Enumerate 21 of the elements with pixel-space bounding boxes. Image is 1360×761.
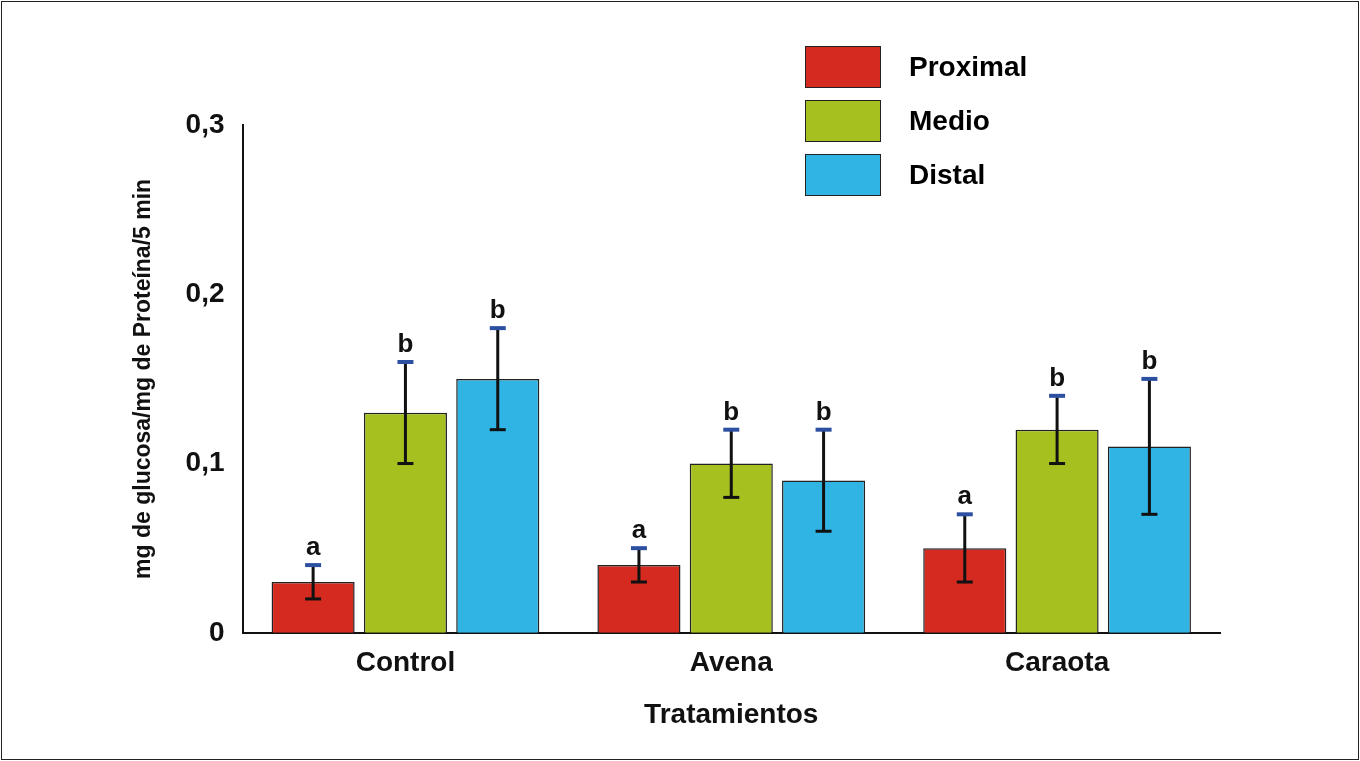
data-label: b (1141, 345, 1158, 376)
legend-label: Proximal (909, 51, 1028, 83)
data-label: b (397, 328, 414, 359)
x-axis-title: Tratamientos (644, 697, 819, 729)
y-tick-label: 0 (208, 615, 225, 647)
x-tick-label: Control (355, 646, 456, 678)
data-label: b (489, 294, 506, 325)
data-label: a (957, 480, 973, 511)
x-tick-label: Caraota (1004, 646, 1110, 678)
legend-label: Medio (909, 105, 990, 137)
data-label: b (723, 395, 740, 426)
y-tick-label: 0,2 (185, 276, 225, 308)
data-label: a (305, 531, 321, 562)
y-tick-label: 0,3 (185, 107, 225, 139)
legend-label: Distal (909, 159, 986, 191)
y-axis-title: mg de glucosa/mg de Proteína/5 min (129, 178, 156, 579)
x-tick-label: Avena (689, 646, 774, 678)
data-label: b (1049, 362, 1066, 392)
data-label: b (815, 395, 832, 426)
data-label: a (631, 514, 647, 545)
y-tick-label: 0,1 (185, 446, 225, 478)
